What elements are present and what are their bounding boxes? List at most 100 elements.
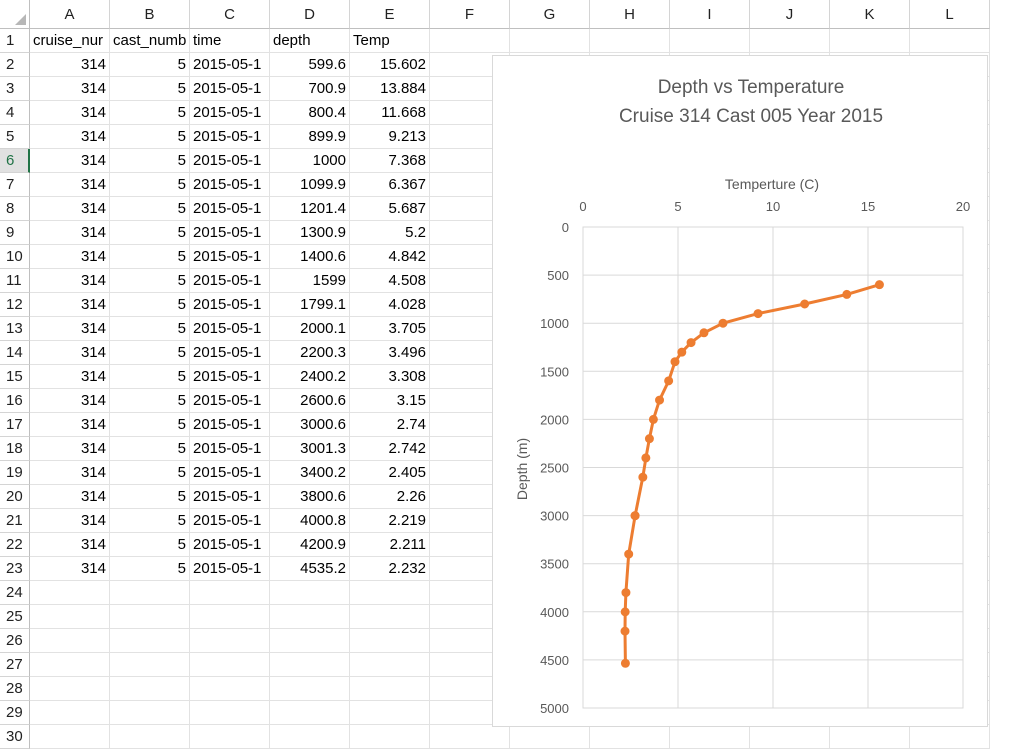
cell-c13[interactable]: 2015-05-1 — [190, 317, 270, 341]
data-point[interactable] — [620, 658, 630, 668]
cell-b1[interactable]: cast_numb — [110, 29, 190, 53]
cell-e14[interactable]: 3.496 — [350, 341, 430, 365]
cell-d22[interactable]: 4200.9 — [270, 533, 350, 557]
row-header-28[interactable]: 28 — [0, 677, 30, 701]
cell-d4[interactable]: 800.4 — [270, 101, 350, 125]
cell-k1[interactable] — [830, 29, 910, 53]
cell-d11[interactable]: 1599 — [270, 269, 350, 293]
cell-b4[interactable]: 5 — [110, 101, 190, 125]
row-header-3[interactable]: 3 — [0, 77, 30, 101]
cell-c7[interactable]: 2015-05-1 — [190, 173, 270, 197]
cell-b11[interactable]: 5 — [110, 269, 190, 293]
cell-e9[interactable]: 5.2 — [350, 221, 430, 245]
cell-c20[interactable]: 2015-05-1 — [190, 485, 270, 509]
cell-c3[interactable]: 2015-05-1 — [190, 77, 270, 101]
cell-e24[interactable] — [350, 581, 430, 605]
cell-f30[interactable] — [430, 725, 510, 749]
cell-a21[interactable]: 314 — [30, 509, 110, 533]
cell-a16[interactable]: 314 — [30, 389, 110, 413]
cell-g30[interactable] — [510, 725, 590, 749]
cell-b14[interactable]: 5 — [110, 341, 190, 365]
cell-e3[interactable]: 13.884 — [350, 77, 430, 101]
data-point[interactable] — [842, 289, 852, 299]
cell-e28[interactable] — [350, 677, 430, 701]
cell-a7[interactable]: 314 — [30, 173, 110, 197]
cell-a29[interactable] — [30, 701, 110, 725]
cell-e21[interactable]: 2.219 — [350, 509, 430, 533]
cell-b23[interactable]: 5 — [110, 557, 190, 581]
cell-a1[interactable]: cruise_nur — [30, 29, 110, 53]
cell-b29[interactable] — [110, 701, 190, 725]
cell-c6[interactable]: 2015-05-1 — [190, 149, 270, 173]
data-point[interactable] — [800, 299, 810, 309]
cell-c2[interactable]: 2015-05-1 — [190, 53, 270, 77]
cell-b30[interactable] — [110, 725, 190, 749]
data-point[interactable] — [641, 453, 651, 463]
cell-d17[interactable]: 3000.6 — [270, 413, 350, 437]
cell-e13[interactable]: 3.705 — [350, 317, 430, 341]
cell-b6[interactable]: 5 — [110, 149, 190, 173]
cell-e22[interactable]: 2.211 — [350, 533, 430, 557]
row-header-2[interactable]: 2 — [0, 53, 30, 77]
column-header-g[interactable]: G — [510, 0, 590, 29]
cell-e5[interactable]: 9.213 — [350, 125, 430, 149]
row-header-9[interactable]: 9 — [0, 221, 30, 245]
cell-b9[interactable]: 5 — [110, 221, 190, 245]
cell-d24[interactable] — [270, 581, 350, 605]
row-header-15[interactable]: 15 — [0, 365, 30, 389]
cell-c28[interactable] — [190, 677, 270, 701]
cell-e20[interactable]: 2.26 — [350, 485, 430, 509]
row-header-18[interactable]: 18 — [0, 437, 30, 461]
cell-d23[interactable]: 4535.2 — [270, 557, 350, 581]
cell-c29[interactable] — [190, 701, 270, 725]
cell-a2[interactable]: 314 — [30, 53, 110, 77]
row-header-27[interactable]: 27 — [0, 653, 30, 677]
cell-a14[interactable]: 314 — [30, 341, 110, 365]
cell-d27[interactable] — [270, 653, 350, 677]
cell-a20[interactable]: 314 — [30, 485, 110, 509]
data-point[interactable] — [624, 549, 634, 559]
data-point[interactable] — [638, 472, 648, 482]
cell-c23[interactable]: 2015-05-1 — [190, 557, 270, 581]
row-header-1[interactable]: 1 — [0, 29, 30, 53]
data-point[interactable] — [648, 414, 658, 424]
row-header-25[interactable]: 25 — [0, 605, 30, 629]
cell-b26[interactable] — [110, 629, 190, 653]
cell-j30[interactable] — [750, 725, 830, 749]
cell-b22[interactable]: 5 — [110, 533, 190, 557]
cell-c4[interactable]: 2015-05-1 — [190, 101, 270, 125]
cell-d28[interactable] — [270, 677, 350, 701]
cell-d10[interactable]: 1400.6 — [270, 245, 350, 269]
cell-a30[interactable] — [30, 725, 110, 749]
row-header-19[interactable]: 19 — [0, 461, 30, 485]
cell-b2[interactable]: 5 — [110, 53, 190, 77]
row-header-11[interactable]: 11 — [0, 269, 30, 293]
cell-a3[interactable]: 314 — [30, 77, 110, 101]
cell-a25[interactable] — [30, 605, 110, 629]
data-point[interactable] — [686, 338, 696, 348]
cell-a27[interactable] — [30, 653, 110, 677]
cell-b20[interactable]: 5 — [110, 485, 190, 509]
cell-b21[interactable]: 5 — [110, 509, 190, 533]
cell-d25[interactable] — [270, 605, 350, 629]
cell-b13[interactable]: 5 — [110, 317, 190, 341]
select-all-corner[interactable] — [0, 0, 30, 29]
cell-a19[interactable]: 314 — [30, 461, 110, 485]
cell-e8[interactable]: 5.687 — [350, 197, 430, 221]
row-header-24[interactable]: 24 — [0, 581, 30, 605]
row-header-5[interactable]: 5 — [0, 125, 30, 149]
cell-d3[interactable]: 700.9 — [270, 77, 350, 101]
cell-e29[interactable] — [350, 701, 430, 725]
row-header-10[interactable]: 10 — [0, 245, 30, 269]
cell-a4[interactable]: 314 — [30, 101, 110, 125]
cell-d8[interactable]: 1201.4 — [270, 197, 350, 221]
cell-c12[interactable]: 2015-05-1 — [190, 293, 270, 317]
cell-b12[interactable]: 5 — [110, 293, 190, 317]
data-point[interactable] — [664, 376, 674, 386]
cell-b28[interactable] — [110, 677, 190, 701]
cell-k30[interactable] — [830, 725, 910, 749]
row-header-22[interactable]: 22 — [0, 533, 30, 557]
cell-b27[interactable] — [110, 653, 190, 677]
row-header-13[interactable]: 13 — [0, 317, 30, 341]
data-point[interactable] — [630, 511, 640, 521]
